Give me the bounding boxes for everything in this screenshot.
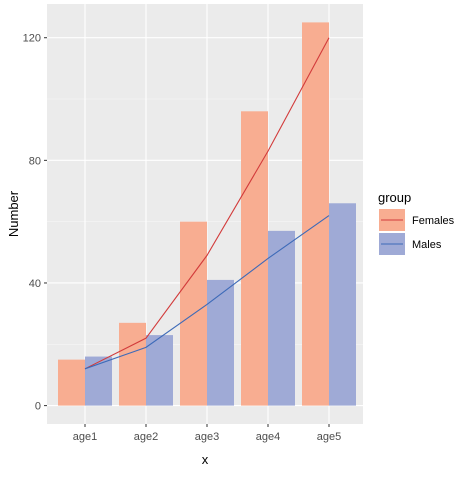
legend-items: Females Males <box>379 209 455 255</box>
line-males <box>84 215 330 370</box>
bar-males-age4 <box>268 230 295 406</box>
bar-females-age2 <box>119 322 146 406</box>
series-lines <box>84 37 330 370</box>
x-axis: age1 age2 age3 age4 age5 <box>73 424 341 443</box>
bar-females-age4 <box>241 111 268 406</box>
bar-males-age3 <box>207 279 234 406</box>
legend-label-males: Males <box>412 239 442 251</box>
x-axis-title: x <box>202 452 209 467</box>
y-axis: 0 40 80 120 <box>23 33 47 413</box>
bar-males-age1 <box>85 356 112 406</box>
y-tick-label: 120 <box>23 33 41 45</box>
bar-females-age1 <box>58 359 85 406</box>
y-axis-title: Number <box>6 190 21 237</box>
legend-label-females: Females <box>412 215 455 227</box>
bar-males-age2 <box>146 335 173 406</box>
x-tick-label: age1 <box>73 431 97 443</box>
legend-title: group <box>378 190 411 205</box>
line-females <box>84 37 330 370</box>
x-tick-label: age2 <box>134 431 158 443</box>
y-tick-label: 80 <box>29 155 41 167</box>
bar-males-age5 <box>329 203 356 406</box>
x-tick-label: age4 <box>256 431 280 443</box>
legend: group Females Males <box>378 190 455 255</box>
y-tick-label: 0 <box>35 401 41 413</box>
y-tick-label: 40 <box>29 278 41 290</box>
x-tick-label: age5 <box>317 431 341 443</box>
bars <box>58 22 356 406</box>
bar-females-age5 <box>302 22 329 406</box>
x-tick-label: age3 <box>195 431 219 443</box>
